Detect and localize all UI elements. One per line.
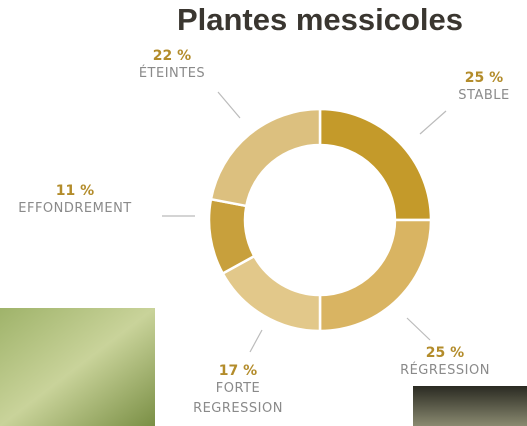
- category-label: STABLE: [458, 86, 509, 106]
- photo: [413, 386, 527, 426]
- slice-label: 17 %FORTE REGRESSION: [193, 363, 283, 419]
- category-label: RÉGRESSION: [400, 361, 490, 381]
- leader-line: [218, 92, 240, 118]
- value-label: 17 %: [193, 363, 283, 379]
- donut-segment: [320, 109, 431, 220]
- leader-line: [407, 318, 430, 340]
- slice-label: 25 %RÉGRESSION: [400, 345, 490, 381]
- value-label: 25 %: [400, 345, 490, 361]
- leader-line: [250, 330, 262, 352]
- slice-label: 11 %EFFONDREMENT: [18, 183, 131, 219]
- category-label: EFFONDREMENT: [18, 199, 131, 219]
- slice-label: 25 %STABLE: [458, 70, 509, 106]
- donut-segment: [320, 220, 431, 331]
- page: Plantes messicoles 25 %STABLE25 %RÉGRESS…: [0, 0, 527, 426]
- donut-segment: [223, 256, 320, 331]
- chart-title: Plantes messicoles: [130, 2, 510, 38]
- value-label: 11 %: [18, 183, 131, 199]
- value-label: 22 %: [139, 48, 205, 64]
- value-label: 25 %: [458, 70, 509, 86]
- photo: [0, 308, 155, 426]
- leader-line: [420, 111, 446, 134]
- category-label: ÉTEINTES: [139, 64, 205, 84]
- category-label: FORTE REGRESSION: [193, 379, 283, 419]
- slice-label: 22 %ÉTEINTES: [139, 48, 205, 84]
- donut-segment: [211, 109, 320, 206]
